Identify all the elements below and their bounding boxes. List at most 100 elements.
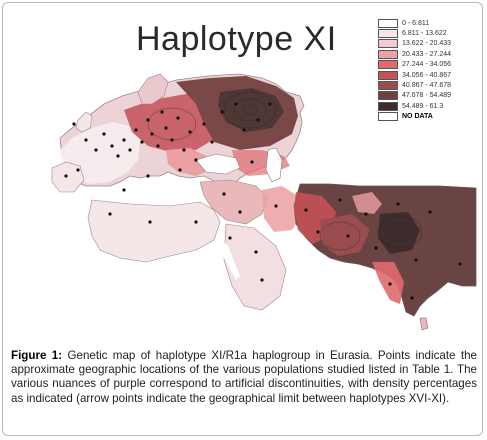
black-sea — [195, 153, 241, 175]
arabia — [223, 223, 287, 311]
population-point — [202, 122, 206, 126]
zone-south-india — [372, 262, 404, 304]
population-point — [220, 110, 224, 114]
legend-label: 54.489 - 61.3 — [402, 102, 444, 110]
population-point — [94, 148, 98, 152]
legend-swatch — [378, 70, 398, 80]
population-point — [222, 192, 226, 196]
population-point — [238, 210, 242, 214]
europe-region — [51, 73, 305, 193]
population-point — [364, 212, 368, 216]
zone-light-interior — [352, 192, 382, 214]
population-point — [164, 126, 168, 130]
population-point — [414, 258, 418, 262]
population-point — [194, 220, 198, 224]
legend-swatch — [378, 39, 398, 49]
figure-caption: Figure 1: Genetic map of haplotype XI/R1… — [11, 349, 477, 406]
population-point — [110, 144, 114, 148]
population-point — [146, 174, 150, 178]
legend-row: 34.056 - 40.867 — [378, 70, 483, 80]
population-point — [102, 132, 106, 136]
legend-row: 54.489 - 61.3 — [378, 101, 483, 111]
contour-east-europe-2 — [233, 98, 267, 122]
legend-row: 40.867 - 47.678 — [378, 80, 483, 91]
population-point — [140, 140, 144, 144]
figure-frame — [2, 2, 483, 436]
legend-swatch — [378, 91, 398, 101]
population-point — [242, 128, 246, 132]
legend-row: 13.622 - 20.433 — [378, 39, 483, 49]
figure-label: Figure 1: — [11, 349, 63, 362]
population-point — [428, 210, 432, 214]
legend-swatch — [378, 29, 398, 39]
middle-east-region — [87, 179, 302, 311]
british-isles — [75, 111, 93, 133]
population-point — [84, 138, 88, 142]
legend-label: NO DATA — [402, 113, 433, 121]
seas — [90, 147, 283, 204]
population-point — [304, 208, 308, 212]
population-point — [268, 102, 272, 106]
density-legend: 0 - 6.811 6.811 - 13.622 13.622 - 20.433 20… — [378, 18, 483, 122]
population-point — [316, 230, 320, 234]
population-point — [182, 148, 186, 152]
zone-core-east — [218, 88, 284, 132]
legend-label: 34.056 - 40.867 — [402, 71, 452, 79]
legend-row: 27.244 - 34.056 — [378, 60, 483, 70]
red-sea — [222, 240, 240, 280]
population-point — [254, 250, 258, 254]
population-point — [146, 118, 150, 122]
population-point — [234, 102, 238, 106]
legend-swatch — [378, 18, 398, 28]
population-point — [396, 202, 400, 206]
population-point — [250, 160, 254, 164]
population-point — [256, 118, 260, 122]
population-point — [176, 116, 180, 120]
legend-label: 0 - 6.811 — [402, 19, 430, 27]
legend-swatch — [378, 49, 398, 59]
iberia — [51, 161, 85, 193]
population-point — [338, 198, 342, 202]
contour-east-europe-3 — [242, 104, 258, 116]
zone-balkans — [166, 148, 210, 176]
population-point — [122, 188, 126, 192]
population-point — [260, 278, 264, 282]
population-point — [188, 130, 192, 134]
legend-label: 20.433 - 27.244 — [402, 50, 452, 58]
population-point — [274, 204, 278, 208]
caption-text: Genetic map of haplotype XI/R1a haplogro… — [11, 349, 477, 405]
population-point — [374, 246, 378, 250]
map-title: Haplotype XI — [136, 20, 337, 58]
legend-row: NO DATA — [378, 112, 483, 122]
population-point — [116, 154, 120, 158]
population-point — [148, 220, 152, 224]
contour-central-asia — [319, 221, 361, 251]
population-point — [122, 138, 126, 142]
population-point — [76, 168, 80, 172]
legend-swatch — [378, 101, 398, 111]
population-point — [388, 282, 392, 286]
legend-row: 47.678 - 54.489 — [378, 91, 483, 101]
north-africa — [87, 199, 221, 263]
legend-label: 40.867 - 47.678 — [402, 82, 452, 90]
population-point — [150, 132, 154, 136]
population-point — [170, 138, 174, 142]
legend-row: 0 - 6.811 — [378, 18, 483, 28]
population-point — [156, 144, 160, 148]
population-point — [458, 262, 462, 266]
asia-region — [293, 183, 477, 331]
population-point — [346, 234, 350, 238]
population-point — [194, 158, 198, 162]
contour-south-asia-2 — [387, 222, 413, 242]
legend-row: 6.811 - 13.622 — [378, 28, 483, 39]
legend-row: 20.433 - 27.244 — [378, 49, 483, 59]
population-point — [160, 110, 164, 114]
legend-swatch — [378, 81, 398, 91]
legend-swatch — [378, 60, 398, 70]
legend-swatch — [378, 112, 398, 122]
population-point — [128, 148, 132, 152]
population-point — [72, 122, 76, 126]
zone-central-east-europe — [124, 94, 222, 152]
population-point — [64, 174, 68, 178]
anatolia-levant — [199, 179, 269, 225]
